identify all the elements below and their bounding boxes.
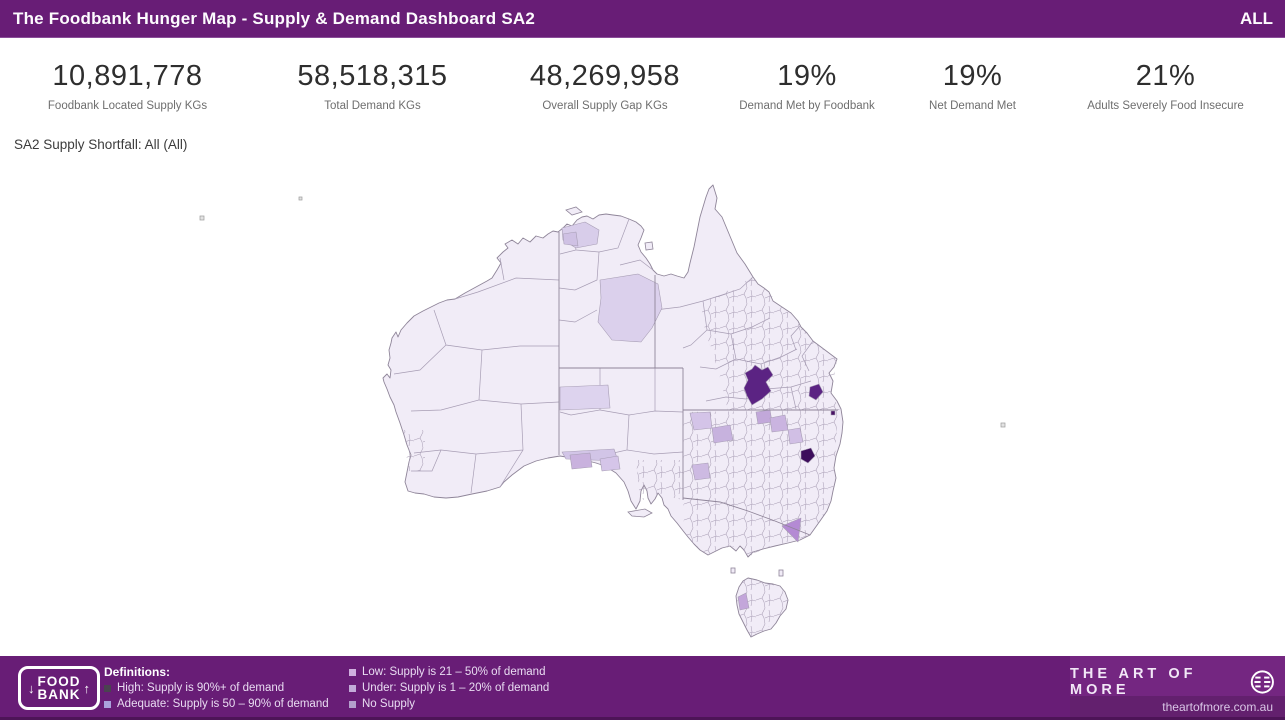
- legend-item-high: High: Supply is 90%+ of demand: [104, 680, 329, 696]
- kpi-label: Overall Supply Gap KGs: [542, 100, 668, 112]
- kpi-value: 10,891,778: [52, 60, 203, 92]
- kpi-label: Adults Severely Food Insecure: [1087, 100, 1244, 112]
- brand-block: THE ART OF MORE theartofmore.com.au: [1070, 656, 1285, 720]
- brand-url-strip: theartofmore.com.au: [1070, 696, 1285, 717]
- kpi-label: Net Demand Met: [929, 100, 1016, 112]
- legend-label: Low: Supply is 21 – 50% of demand: [362, 666, 546, 678]
- down-arrow-icon: ↓: [28, 680, 35, 696]
- australia-map-svg: [199, 184, 1006, 638]
- kpi-supply-gap: 48,269,958 Overall Supply Gap KGs: [505, 60, 705, 112]
- foodbank-logo: ↓ FOOD BANK ↑: [18, 666, 100, 710]
- legend-item-no-supply: No Supply: [349, 696, 549, 712]
- kpi-value: 21%: [1135, 60, 1196, 92]
- legend-label: No Supply: [362, 698, 416, 710]
- legend-item-low: Low: Supply is 21 – 50% of demand: [349, 664, 549, 680]
- kpi-value: 19%: [942, 60, 1003, 92]
- map-filter-label: SA2 Supply Shortfall: All (All): [14, 137, 188, 152]
- kpi-demand-met: 19% Demand Met by Foodbank: [712, 60, 902, 112]
- legend-label: Under: Supply is 1 – 20% of demand: [362, 682, 550, 694]
- legend-swatch-adequate: [104, 700, 111, 708]
- legend-swatch-low: [349, 668, 356, 676]
- australia-choropleth-map[interactable]: [0, 160, 1285, 656]
- legend-column-1: Definitions: High: Supply is 90%+ of dem…: [104, 664, 329, 712]
- kpi-demand: 58,518,315 Total Demand KGs: [270, 60, 475, 112]
- legend-swatch-no-supply: [349, 700, 356, 708]
- header-filter-badge[interactable]: ALL: [1239, 8, 1273, 28]
- kpi-label: Demand Met by Foodbank: [739, 100, 875, 112]
- legend-label: Adequate: Supply is 50 – 90% of demand: [117, 698, 329, 710]
- legend-title: Definitions:: [104, 665, 170, 679]
- kpi-supply: 10,891,778 Foodbank Located Supply KGs: [20, 60, 235, 112]
- brand-name: THE ART OF MORE: [1070, 666, 1197, 698]
- remote-island-specks: [199, 196, 1006, 428]
- title-bar: The Foodbank Hunger Map - Supply & Deman…: [0, 0, 1285, 38]
- legend-label: High: Supply is 90%+ of demand: [117, 682, 285, 694]
- legend-column-2: Low: Supply is 21 – 50% of demand Under:…: [349, 664, 549, 712]
- shaded-regions: [559, 221, 836, 611]
- kpi-label: Foodbank Located Supply KGs: [47, 100, 208, 112]
- kpi-value: 19%: [777, 60, 837, 92]
- legend-swatch-high: [104, 684, 111, 692]
- art-of-more-globe-icon: [1251, 670, 1275, 694]
- brand-row: THE ART OF MORE: [1070, 666, 1275, 698]
- state-borders: [558, 232, 838, 536]
- foodbank-logo-text: FOOD BANK: [37, 673, 81, 702]
- legend-item-under: Under: Supply is 1 – 20% of demand: [349, 680, 549, 696]
- kpi-label: Total Demand KGs: [324, 100, 421, 112]
- footer-bar: ↓ FOOD BANK ↑ Definitions: High: Supply …: [0, 656, 1285, 720]
- kpi-value: 48,269,958: [529, 60, 681, 92]
- page-title: The Foodbank Hunger Map - Supply & Deman…: [13, 8, 535, 28]
- up-arrow-icon: ↑: [83, 680, 91, 696]
- kpi-net-demand: 19% Net Demand Met: [895, 60, 1050, 112]
- brand-url[interactable]: theartofmore.com.au: [1162, 699, 1273, 714]
- legend-swatch-under: [349, 684, 356, 692]
- kpi-food-insecure: 21% Adults Severely Food Insecure: [1063, 60, 1268, 112]
- logo-word-food: FOOD: [37, 673, 81, 689]
- kpi-value: 58,518,315: [297, 60, 448, 92]
- legend-item-adequate: Adequate: Supply is 50 – 90% of demand: [104, 696, 329, 712]
- logo-word-bank: BANK: [37, 687, 81, 702]
- islands: [565, 206, 784, 577]
